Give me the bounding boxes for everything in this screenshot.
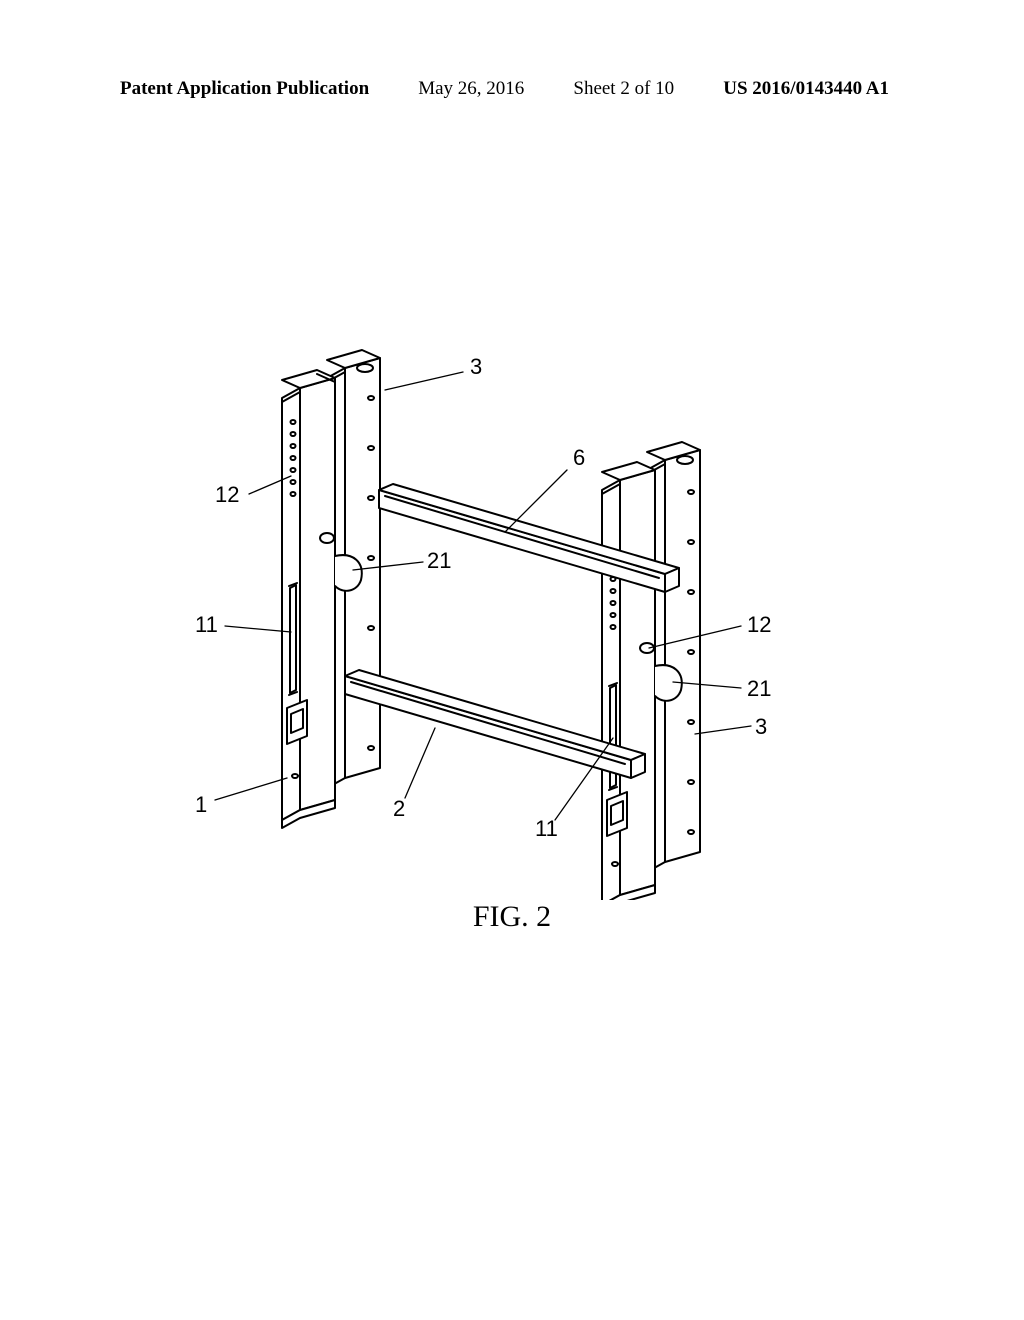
ref-21a: 21 [427, 548, 451, 574]
ref-1: 1 [195, 792, 207, 818]
ref-12b: 12 [747, 612, 771, 638]
header-date: May 26, 2016 [418, 78, 524, 100]
figure-caption: FIG. 2 [0, 900, 1024, 934]
header-sheet: Sheet 2 of 10 [573, 78, 674, 100]
ref-6: 6 [573, 445, 585, 471]
ref-12a: 12 [215, 482, 239, 508]
header-publication: Patent Application Publication [120, 78, 369, 100]
page: Patent Application Publication May 26, 2… [0, 0, 1024, 1320]
header-docnum: US 2016/0143440 A1 [723, 78, 889, 100]
ref-3a: 3 [470, 354, 482, 380]
ref-11a: 11 [195, 612, 218, 638]
ref-2: 2 [393, 796, 405, 822]
ref-11b: 11 [535, 816, 558, 842]
figure-bracket: 3 6 12 21 11 1 2 11 12 21 3 [195, 330, 835, 900]
page-header: Patent Application Publication May 26, 2… [0, 78, 1024, 100]
ref-21b: 21 [747, 676, 771, 702]
ref-3b: 3 [755, 714, 767, 740]
